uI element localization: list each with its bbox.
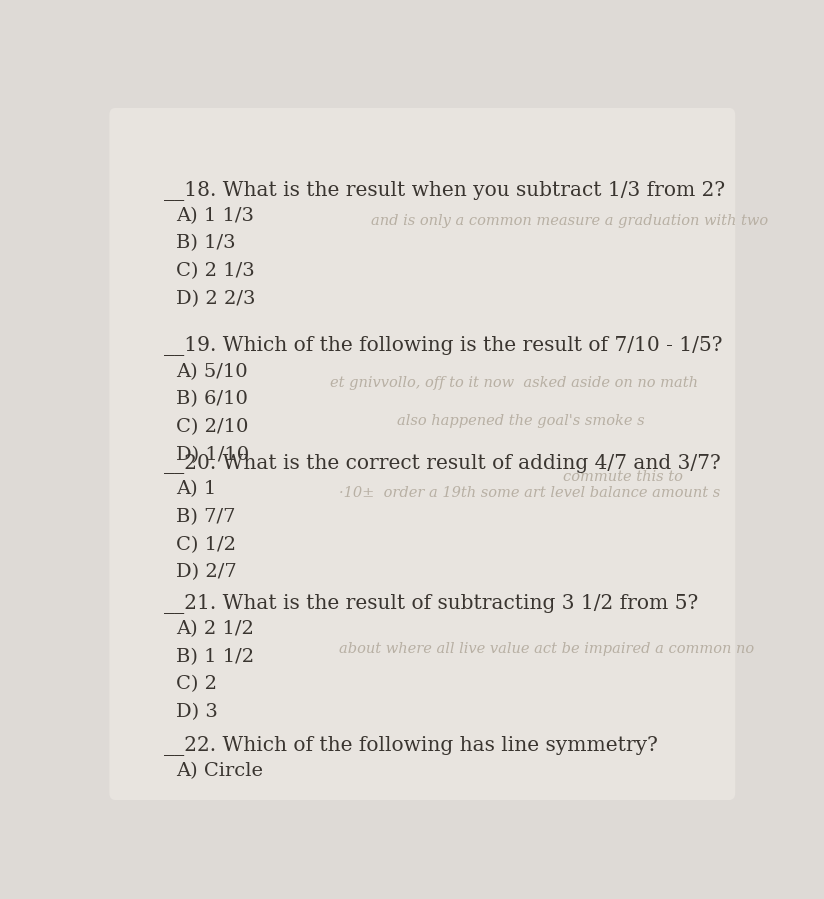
Text: A) 2 1/2: A) 2 1/2 xyxy=(176,620,255,638)
Text: A) 1 1/3: A) 1 1/3 xyxy=(176,207,255,225)
Text: B) 1/3: B) 1/3 xyxy=(176,235,236,253)
Text: A) Circle: A) Circle xyxy=(176,762,264,780)
Text: C) 1/2: C) 1/2 xyxy=(176,536,236,554)
Text: C) 2: C) 2 xyxy=(176,675,218,693)
Text: D) 2/7: D) 2/7 xyxy=(176,564,237,582)
Text: D) 3: D) 3 xyxy=(176,703,218,721)
Text: A) 5/10: A) 5/10 xyxy=(176,362,248,380)
Text: also happened the goal's smoke s: also happened the goal's smoke s xyxy=(397,414,644,428)
FancyBboxPatch shape xyxy=(110,108,735,800)
Text: C) 2 1/3: C) 2 1/3 xyxy=(176,263,255,280)
Text: __21. What is the result of subtracting 3 1/2 from 5?: __21. What is the result of subtracting … xyxy=(164,594,698,614)
Text: __20. What is the correct result of adding 4/7 and 3/7?: __20. What is the correct result of addi… xyxy=(164,454,720,474)
Text: and is only a common measure a graduation with two: and is only a common measure a graduatio… xyxy=(371,214,768,227)
Text: __18. What is the result when you subtract 1/3 from 2?: __18. What is the result when you subtra… xyxy=(164,181,725,200)
Text: B) 6/10: B) 6/10 xyxy=(176,390,248,408)
Text: C) 2/10: C) 2/10 xyxy=(176,418,249,436)
Text: commute this to: commute this to xyxy=(563,470,682,484)
Text: __19. Which of the following is the result of 7/10 - 1/5?: __19. Which of the following is the resu… xyxy=(164,336,722,356)
Text: B) 7/7: B) 7/7 xyxy=(176,508,236,526)
Text: B) 1 1/2: B) 1 1/2 xyxy=(176,648,255,666)
Text: D) 2 2/3: D) 2 2/3 xyxy=(176,290,256,308)
Text: __22. Which of the following has line symmetry?: __22. Which of the following has line sy… xyxy=(164,735,658,756)
Text: about where all live value act be impaired a common no: about where all live value act be impair… xyxy=(339,642,755,656)
Text: et gnivvollo, off to it now  asked aside on no math: et gnivvollo, off to it now asked aside … xyxy=(330,376,698,390)
Text: D) 1/10: D) 1/10 xyxy=(176,446,250,464)
Text: A) 1: A) 1 xyxy=(176,480,217,498)
Text: ·10±  order a 19th some art level balance amount s: ·10± order a 19th some art level balance… xyxy=(339,485,720,500)
